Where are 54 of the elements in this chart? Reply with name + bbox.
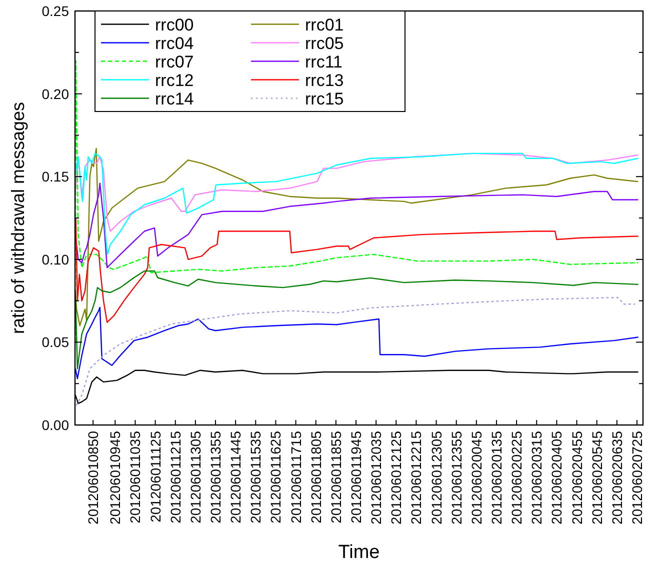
x-tick-label: 201206020455: [568, 430, 585, 524]
x-tick-label: 201206020135: [488, 430, 504, 524]
line-series: [75, 152, 638, 256]
line-series: [75, 182, 638, 268]
legend-label: rrc04: [155, 34, 194, 53]
x-tick-label: 201206012125: [388, 430, 404, 524]
x-tick-label: 201206020045: [468, 430, 484, 524]
x-tick-label: 201206020545: [588, 430, 605, 524]
x-axis-title: Time: [338, 542, 380, 563]
x-tick-label: 201206020725: [628, 430, 645, 524]
x-tick-label: 201206010945: [107, 430, 124, 524]
y-tick-label: 0.20: [42, 86, 70, 102]
line-series: [75, 270, 638, 370]
legend-label: rrc15: [305, 89, 344, 108]
line-series: [75, 217, 638, 323]
x-tick-label: 201206011855: [328, 430, 344, 524]
y-tick-label: 0.05: [42, 334, 70, 350]
x-tick-label: 201206011305: [187, 430, 204, 524]
x-tick-label: 201206012305: [428, 430, 444, 524]
x-tick-label: 201206011215: [167, 430, 184, 524]
legend-label: rrc00: [155, 15, 194, 34]
x-tick-label: 201206011125: [147, 430, 164, 522]
x-tick-label: 201206020315: [528, 430, 545, 524]
line-series: [76, 296, 636, 406]
x-tick-label: 201206020225: [508, 430, 525, 524]
x-tick-label: 201206011805: [308, 430, 324, 524]
legend-label: rrc01: [305, 15, 344, 34]
x-tick-label: 201206011715: [288, 430, 304, 524]
y-tick-label: 0.00: [42, 417, 70, 433]
legend-label: rrc11: [305, 52, 342, 72]
x-tick-label: 201206011035: [127, 430, 144, 524]
x-tick-label: 201206012215: [408, 430, 424, 524]
x-tick-label: 201206011355: [207, 430, 224, 524]
legend-label: rrc12: [155, 70, 194, 90]
x-tick-label: 201206010850: [85, 430, 102, 524]
x-tick-label: 201206012035: [368, 430, 384, 524]
legend-label: rrc13: [305, 70, 344, 90]
legend-label: rrc05: [305, 34, 344, 53]
y-tick-label: 0.25: [42, 3, 70, 19]
legend-label: rrc14: [155, 89, 194, 108]
x-tick-label: 201206011625: [268, 430, 284, 524]
y-tick-label: 0.15: [42, 168, 70, 185]
x-tick-label: 201206020405: [548, 430, 565, 524]
line-series: [75, 148, 638, 326]
y-axis-title: ratio of withdrawal messages: [8, 102, 28, 334]
x-tick-label: 201206020635: [608, 430, 625, 524]
x-tick-label: 201206011445: [228, 430, 244, 524]
legend-label: rrc07: [155, 52, 194, 72]
line-series: [75, 152, 638, 232]
x-tick-label: 201206011535: [248, 430, 264, 524]
y-tick-label: 0.10: [42, 251, 70, 268]
x-tick-label: 201206011945: [348, 430, 364, 524]
line-series: [75, 306, 638, 380]
x-tick-label: 201206012355: [448, 430, 464, 524]
